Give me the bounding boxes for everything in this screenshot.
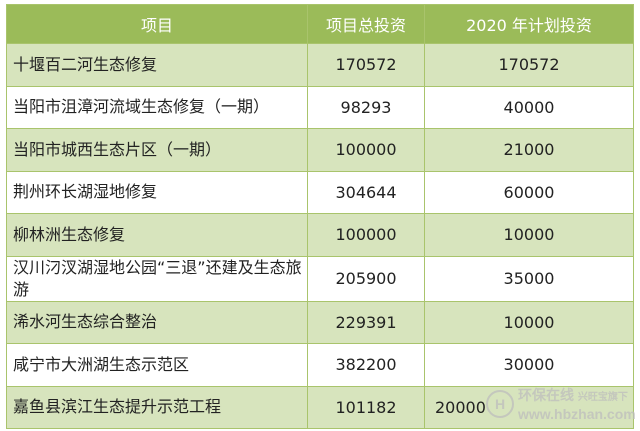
total-investment-cell: 170572 [307, 43, 425, 87]
table-row: 柳林洲生态修复 100000 10000 [6, 213, 634, 257]
project-name-cell: 汉川汈汊湖湿地公园“三退”还建及生态旅游 [6, 255, 308, 302]
project-name-cell: 柳林洲生态修复 [6, 213, 308, 257]
table-row: 咸宁市大洲湖生态示范区 382200 30000 [6, 343, 634, 387]
table-row: 十堰百二河生态修复 170572 170572 [6, 43, 634, 87]
plan-2020-cell: 60000 [424, 170, 634, 214]
table-row: 汉川汈汊湖湿地公园“三退”还建及生态旅游 205900 35000 [6, 255, 634, 302]
project-name-cell: 十堰百二河生态修复 [6, 43, 308, 87]
total-investment-cell: 205900 [307, 255, 425, 302]
total-investment-cell: 382200 [307, 343, 425, 387]
watermark-logo-icon: H [486, 390, 514, 418]
project-name-cell: 当阳市城西生态片区（一期） [6, 128, 308, 172]
total-investment-cell: 100000 [307, 128, 425, 172]
total-investment-cell: 100000 [307, 213, 425, 257]
plan-2020-cell: 30000 [424, 343, 634, 387]
plan-2020-cell: 40000 [424, 85, 634, 129]
table-row: 浠水河生态综合整治 229391 10000 [6, 300, 634, 344]
watermark-sub: 兴旺宝旗下 [577, 391, 628, 403]
table-row: 嘉鱼县滨江生态提升示范工程 101182 20000 [6, 385, 634, 429]
watermark-url: www.hbzhan.com [518, 405, 636, 422]
total-investment-cell: 101182 [307, 385, 425, 429]
table-row: 当阳市城西生态片区（一期） 100000 21000 [6, 128, 634, 172]
investment-table: 项目 项目总投资 2020 年计划投资 十堰百二河生态修复 170572 17057… [6, 4, 634, 429]
project-name-cell: 咸宁市大洲湖生态示范区 [6, 343, 308, 387]
plan-2020-cell: 20000 [424, 385, 634, 429]
table-row: 荆州环长湖湿地修复 304644 60000 [6, 170, 634, 214]
plan-2020-cell: 10000 [424, 213, 634, 257]
header-2020-plan: 2020 年计划投资 [424, 4, 634, 44]
plan-2020-cell: 35000 [424, 255, 634, 302]
watermark: H 环保在线 兴旺宝旗下 www.hbzhan.com [486, 386, 636, 422]
watermark-brand: 环保在线 [518, 386, 574, 403]
total-investment-cell: 98293 [307, 85, 425, 129]
total-investment-cell: 229391 [307, 300, 425, 344]
table-header-row: 项目 项目总投资 2020 年计划投资 [6, 4, 634, 44]
project-name-cell: 浠水河生态综合整治 [6, 300, 308, 344]
project-name-cell: 当阳市沮漳河流域生态修复（一期） [6, 85, 308, 129]
table-row: 当阳市沮漳河流域生态修复（一期） 98293 40000 [6, 85, 634, 129]
total-investment-cell: 304644 [307, 170, 425, 214]
plan-2020-cell: 10000 [424, 300, 634, 344]
header-total-investment: 项目总投资 [307, 4, 425, 44]
plan-2020-cell: 21000 [424, 128, 634, 172]
project-name-cell: 嘉鱼县滨江生态提升示范工程 [6, 385, 308, 429]
header-project: 项目 [6, 4, 308, 44]
project-name-cell: 荆州环长湖湿地修复 [6, 170, 308, 214]
plan-2020-cell: 170572 [424, 43, 634, 87]
